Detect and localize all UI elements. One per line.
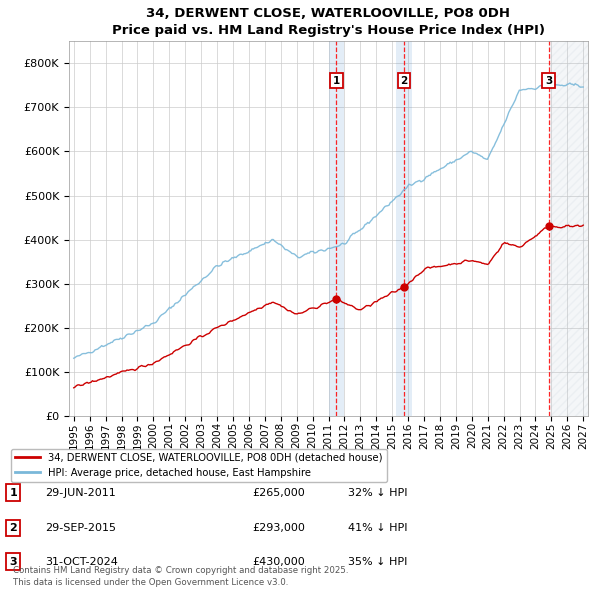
Text: 29-SEP-2015: 29-SEP-2015	[45, 523, 116, 533]
Legend: 34, DERWENT CLOSE, WATERLOOVILLE, PO8 0DH (detached house), HPI: Average price, : 34, DERWENT CLOSE, WATERLOOVILLE, PO8 0D…	[11, 449, 386, 482]
Text: £430,000: £430,000	[252, 557, 305, 566]
Title: 34, DERWENT CLOSE, WATERLOOVILLE, PO8 0DH
Price paid vs. HM Land Registry's Hous: 34, DERWENT CLOSE, WATERLOOVILLE, PO8 0D…	[112, 7, 545, 37]
Text: Contains HM Land Registry data © Crown copyright and database right 2025.
This d: Contains HM Land Registry data © Crown c…	[13, 566, 349, 587]
Text: 3: 3	[10, 557, 17, 566]
Text: £293,000: £293,000	[252, 523, 305, 533]
Bar	[329, 41, 344, 416]
Text: £265,000: £265,000	[252, 488, 305, 497]
Text: 41% ↓ HPI: 41% ↓ HPI	[348, 523, 407, 533]
Text: 2: 2	[10, 523, 17, 533]
Text: 2: 2	[400, 76, 408, 86]
Bar	[396, 41, 412, 416]
Text: 31-OCT-2024: 31-OCT-2024	[45, 557, 118, 566]
Text: 29-JUN-2011: 29-JUN-2011	[45, 488, 116, 497]
Text: 32% ↓ HPI: 32% ↓ HPI	[348, 488, 407, 497]
Bar	[548, 41, 591, 416]
Text: 3: 3	[545, 76, 553, 86]
Text: 1: 1	[10, 488, 17, 497]
Text: 35% ↓ HPI: 35% ↓ HPI	[348, 557, 407, 566]
Text: 1: 1	[333, 76, 340, 86]
